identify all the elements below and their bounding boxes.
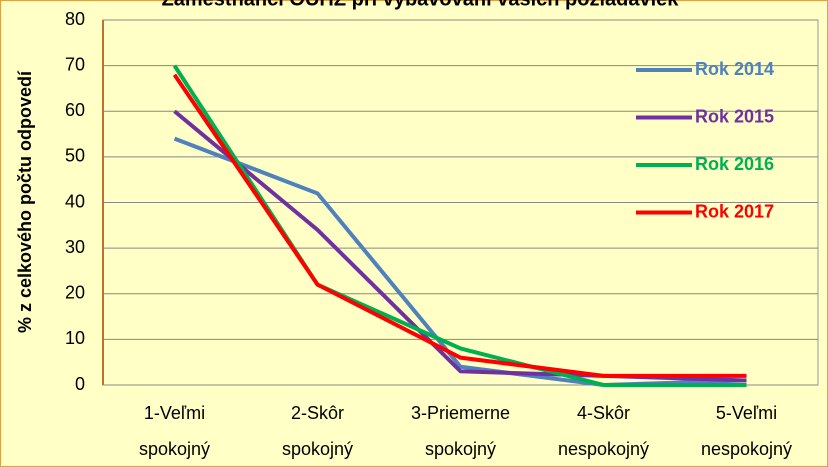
x-tick-label: 4-Skôr nespokojný (558, 403, 649, 459)
legend-label: Rok 2015 (695, 106, 774, 126)
x-tick-label: 5-Veľmi nespokojný (701, 403, 792, 459)
y-tick-label: 0 (75, 374, 85, 394)
x-tick-label: 2-Skôr spokojný (282, 403, 353, 459)
y-tick-label: 10 (65, 328, 85, 348)
legend-label: Rok 2016 (695, 154, 774, 174)
y-tick-label: 70 (65, 54, 85, 74)
y-tick-label: 50 (65, 146, 85, 166)
y-tick-label: 40 (65, 191, 85, 211)
y-tick-label: 60 (65, 100, 85, 120)
chart-title: Zamestnanci OÚHZ pri vybavovaní vašich p… (162, 0, 680, 10)
y-tick-label: 20 (65, 283, 85, 303)
x-tick-label: 3-Priemerne spokojný (411, 403, 510, 459)
legend-label: Rok 2017 (695, 201, 774, 221)
series-line (172, 73, 747, 378)
y-axis-label: % z celkového počtu odpovedí (15, 70, 35, 333)
legend-label: Rok 2014 (695, 59, 774, 79)
y-tick-label: 30 (65, 237, 85, 257)
y-tick-label: 80 (65, 9, 85, 29)
x-tick-label: 1-Veľmi spokojný (139, 403, 210, 459)
